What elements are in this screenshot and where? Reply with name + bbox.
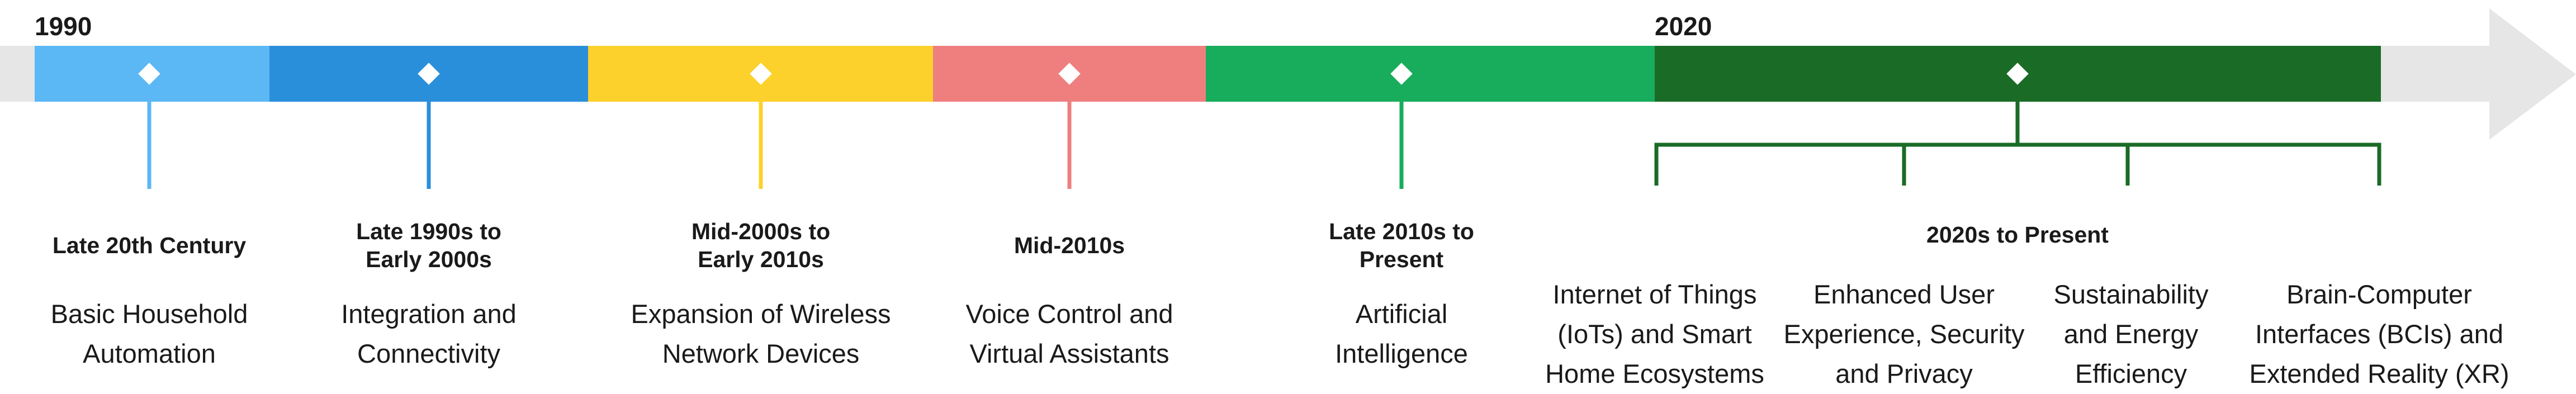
era-description: Artificial Intelligence xyxy=(1335,299,1468,368)
segment xyxy=(1206,46,1655,102)
present-item: Brain-Computer Interfaces (BCIs) and Ext… xyxy=(2249,279,2509,388)
bracket xyxy=(1654,89,2381,186)
era-description: Voice Control and Virtual Assistants xyxy=(965,299,1173,368)
present-item: Enhanced User Experience, Security and P… xyxy=(1783,279,2025,388)
era-description: Expansion of Wireless Network Devices xyxy=(631,299,891,368)
era-description: Integration and Connectivity xyxy=(341,299,517,368)
diamond xyxy=(2006,63,2029,85)
present-item: Internet of Things (IoTs) and Smart Home… xyxy=(1545,279,1764,388)
present-item: Sustainability and Energy Efficiency xyxy=(2053,279,2209,388)
diamond xyxy=(1390,63,1413,85)
era-period: Late 2010s to Present xyxy=(1329,219,1474,272)
era-description: Basic Household Automation xyxy=(50,299,248,368)
year-label: 1990 xyxy=(35,12,92,41)
arrow-head xyxy=(2489,8,2576,140)
era-period: Late 20th Century xyxy=(52,232,247,258)
diamond xyxy=(418,63,440,85)
year-label: 2020 xyxy=(1655,12,1712,41)
era-period: Late 1990s to Early 2000s xyxy=(356,219,501,272)
present-period: 2020s to Present xyxy=(1926,222,2109,248)
era-period: Mid-2000s to Early 2010s xyxy=(691,219,831,272)
era-period: Mid-2010s xyxy=(1014,232,1125,258)
